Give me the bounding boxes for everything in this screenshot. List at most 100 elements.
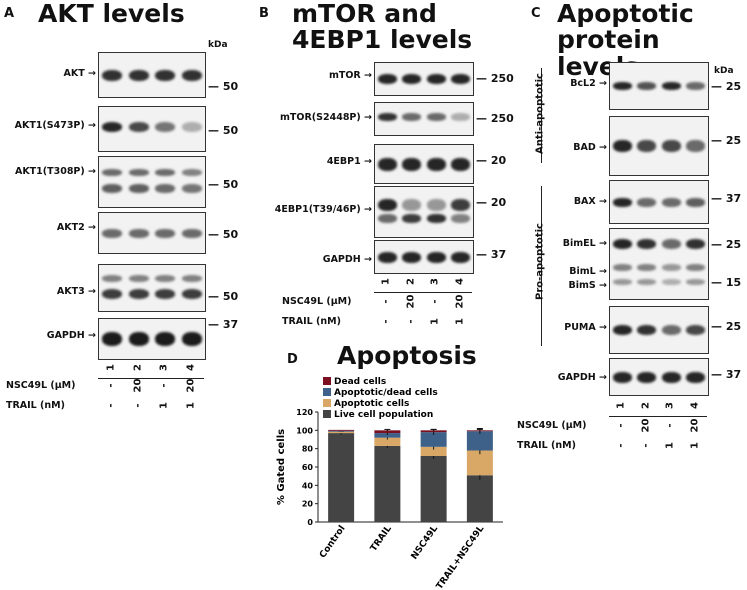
kda-marker: — 20: [476, 196, 507, 209]
blot-band: [181, 183, 202, 193]
anti-apoptotic-bracket: [541, 68, 542, 163]
blot-band: [637, 371, 657, 383]
blot-band: [102, 168, 123, 176]
kda-marker: — 25: [711, 80, 742, 93]
blot-band: [637, 325, 657, 335]
blot-band: [181, 69, 202, 81]
blot-band: [402, 74, 422, 84]
blot-band: [661, 197, 681, 207]
blot-band: [451, 198, 471, 211]
blot-band: [612, 82, 632, 90]
trail-value: 1: [664, 442, 676, 449]
blot-band: [128, 168, 149, 176]
kda-marker: — 37: [711, 368, 742, 381]
lane-number: 2: [132, 364, 144, 371]
lane-number: 4: [454, 278, 466, 285]
blot-label: BcL2 →: [570, 78, 607, 89]
blot-membrane: [609, 62, 709, 110]
blot-membrane: [374, 186, 474, 238]
panel-a-kda-unit: kDa: [208, 40, 228, 50]
blot-label: AKT2 →: [56, 222, 96, 233]
bar-segment: [374, 430, 401, 434]
bar-segment: [420, 432, 447, 447]
bar-segment: [466, 475, 493, 522]
blot-band: [612, 239, 632, 250]
nsc49l-label: NSC49L (μM): [6, 380, 76, 391]
blot-band: [426, 113, 446, 122]
lane-number: 2: [405, 278, 417, 285]
blot-membrane: [609, 228, 709, 300]
bar-segment: [420, 456, 447, 522]
blot-label: AKT1(S473P) →: [14, 120, 96, 131]
blot-band: [402, 113, 422, 122]
nsc49l-label: NSC49L (μM): [517, 420, 587, 431]
lane-number: 1: [105, 364, 117, 371]
blot-membrane: [374, 144, 474, 184]
blot-band: [686, 371, 706, 383]
blot-label: GAPDH →: [557, 372, 607, 383]
bar-segment: [374, 433, 401, 438]
trail-value: 1: [454, 318, 466, 325]
blot-label: PUMA →: [564, 322, 607, 333]
kda-marker: — 25: [711, 134, 742, 147]
kda-marker: — 50: [208, 124, 239, 137]
trail-value: 1: [429, 318, 441, 325]
blot-band: [637, 197, 657, 207]
nsc49l-value: -: [615, 423, 627, 428]
blot-band: [451, 157, 471, 171]
y-axis-label: % Gated cells: [276, 429, 287, 505]
blot-band: [637, 82, 657, 90]
nsc49l-value: -: [105, 383, 117, 388]
blot-band: [155, 121, 176, 132]
blot-band: [451, 113, 471, 122]
group-anti-apoptotic: Anti-apoptotic: [534, 73, 546, 154]
legend-label: Live cell population: [334, 410, 433, 420]
blot-band: [181, 332, 202, 346]
blot-band: [426, 74, 446, 84]
blot-label: GAPDH →: [322, 254, 372, 265]
panel-d-letter: D: [287, 352, 298, 367]
blot-band: [402, 251, 422, 263]
blot-band: [102, 332, 123, 346]
nsc49l-value: 20: [689, 418, 701, 433]
panel-c-letter: C: [531, 6, 541, 21]
blot-band: [686, 325, 706, 335]
blot-membrane: [98, 106, 206, 152]
trail-value: 1: [158, 402, 170, 409]
blot-band: [102, 183, 123, 193]
panel-b-title-line2: 4EBP1 levels: [292, 25, 473, 54]
blot-label: BAX →: [573, 196, 607, 207]
x-tick-label: Control: [318, 524, 348, 560]
trail-value: -: [105, 403, 117, 408]
blot-band: [155, 275, 176, 283]
bar-segment: [374, 437, 401, 446]
nsc49l-value: 20: [185, 378, 197, 393]
blot-band: [661, 239, 681, 250]
y-tick-label: 60: [302, 463, 314, 472]
lane-number: 1: [380, 278, 392, 285]
bar-segment: [328, 429, 355, 431]
kda-marker: — 250: [476, 72, 514, 85]
blot-label: mTOR(S2448P) →: [280, 112, 372, 123]
nsc49l-value: 20: [405, 294, 417, 309]
blot-label: AKT3 →: [56, 286, 96, 297]
blot-membrane: [609, 306, 709, 354]
bar-segment: [466, 431, 493, 451]
bar-segment: [420, 446, 447, 456]
blot-band: [402, 157, 422, 171]
blot-band: [155, 69, 176, 81]
y-tick-label: 100: [296, 426, 313, 435]
blot-band: [661, 325, 681, 335]
blot-label: 4EBP1(T39/46P) →: [274, 204, 372, 215]
blot-band: [686, 82, 706, 90]
blot-band: [612, 278, 632, 285]
blot-band: [612, 264, 632, 271]
nsc49l-value: -: [380, 299, 392, 304]
blot-band: [128, 288, 149, 299]
blot-band: [181, 121, 202, 132]
trail-value: -: [615, 443, 627, 448]
blot-band: [686, 239, 706, 250]
lane-number: 4: [185, 364, 197, 371]
y-tick-label: 0: [307, 518, 313, 527]
blot-band: [661, 371, 681, 383]
